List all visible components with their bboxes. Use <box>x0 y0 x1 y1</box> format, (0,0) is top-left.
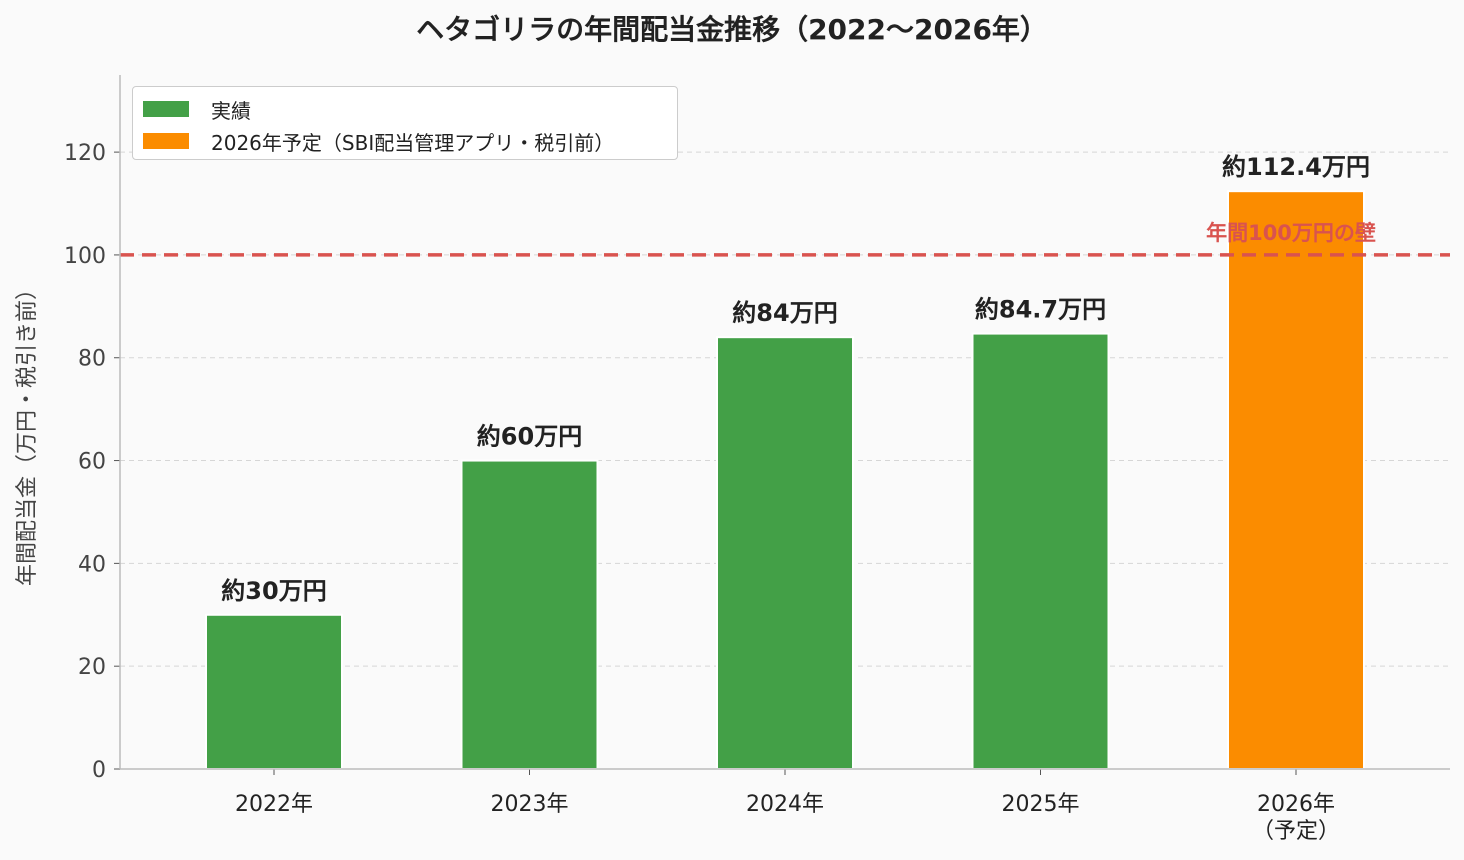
data-labels: 約30万円 約60万円 約84万円 約84.7万円 約112.4万円 <box>221 153 1370 605</box>
legend-entry: 2026年予定（SBI配当管理アプリ・税引前） <box>143 125 667 157</box>
y-tick-label: 120 <box>64 141 106 166</box>
legend-label: 実績 <box>211 98 251 123</box>
data-label: 約84.7万円 <box>975 296 1106 324</box>
reference-line-label: 年間100万円の壁 <box>1206 221 1376 245</box>
x-tick-label: 2024年 <box>746 792 824 817</box>
bar <box>1227 190 1365 771</box>
data-label: 約84万円 <box>732 299 837 327</box>
x-tick-label: 2022年 <box>235 792 313 817</box>
reference-line-group: 年間100万円の壁 <box>120 221 1450 257</box>
x-tick-label: 2026年 <box>1257 792 1335 817</box>
y-tick-label: 60 <box>78 450 106 475</box>
y-tick-label: 0 <box>92 758 106 783</box>
chart-title: ヘタゴリラの年間配当金推移（2022〜2026年） <box>416 13 1048 46</box>
legend-swatch <box>143 133 189 149</box>
y-tick-label: 40 <box>78 552 106 577</box>
data-label: 約60万円 <box>477 423 582 451</box>
data-label: 約30万円 <box>221 577 326 605</box>
legend-entry: 実績 <box>143 93 667 125</box>
bar <box>971 332 1110 770</box>
y-tick-label: 20 <box>78 655 106 680</box>
data-label: 約112.4万円 <box>1222 153 1370 181</box>
x-tick-label: 2023年 <box>491 792 569 817</box>
bar <box>460 459 599 770</box>
x-tick-label: （予定） <box>1252 819 1340 844</box>
axes: 0 20 40 60 80 100 120 2022年 2023年 2024年 2025年 2026年… <box>64 75 1450 844</box>
y-tick-label: 100 <box>64 244 106 269</box>
bar <box>205 613 343 770</box>
bar <box>716 336 854 770</box>
y-tick-label: 80 <box>78 347 106 372</box>
y-axis-label: 年間配当金（万円・税引き前） <box>15 278 40 586</box>
bars <box>205 190 1365 771</box>
legend-swatch <box>143 101 189 117</box>
legend-label: 2026年予定（SBI配当管理アプリ・税引前） <box>211 130 615 155</box>
x-tick-label: 2025年 <box>1002 792 1080 817</box>
legend: 実績 2026年予定（SBI配当管理アプリ・税引前） <box>132 86 678 160</box>
